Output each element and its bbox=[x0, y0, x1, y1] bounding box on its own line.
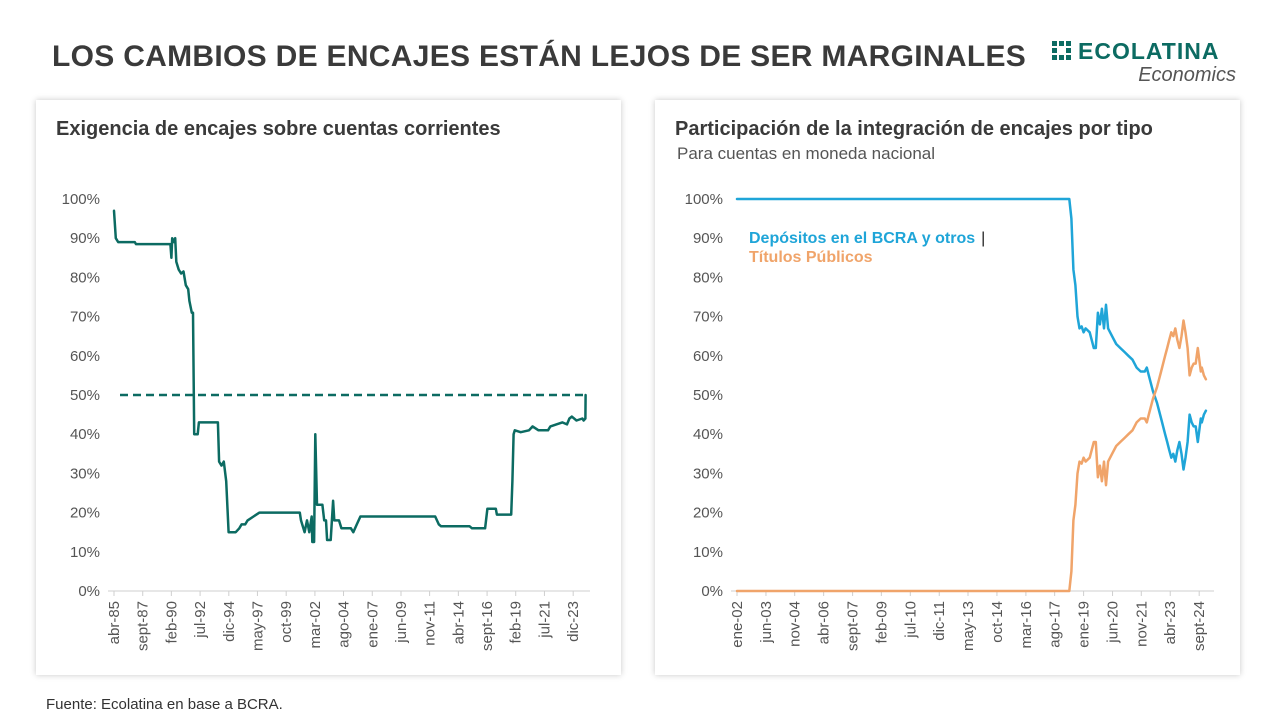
y-tick-label: 20% bbox=[693, 505, 723, 522]
y-tick-label: 50% bbox=[693, 387, 723, 404]
x-tick-label: nov-11 bbox=[422, 601, 439, 646]
x-tick-label: feb-09 bbox=[873, 601, 890, 644]
x-tick-label: may-97 bbox=[249, 601, 266, 651]
chart-subtitle: Para cuentas en moneda nacional bbox=[677, 144, 936, 163]
x-tick-label: abr-85 bbox=[106, 601, 123, 644]
y-tick-label: 100% bbox=[62, 191, 100, 208]
chart-panel-integration-share: 0% 10% 20% 30% 40% 50% 60% 70% 80% 90% 100% ene-02 j… bbox=[655, 100, 1240, 675]
x-tick-label: dic-23 bbox=[565, 601, 582, 642]
x-tick-label: jul-10 bbox=[902, 601, 919, 639]
y-tick-label: 60% bbox=[693, 348, 723, 365]
logo-grid-icon bbox=[1052, 41, 1072, 61]
x-tick-label: nov-21 bbox=[1133, 601, 1150, 647]
y-tick-label: 70% bbox=[70, 309, 100, 326]
y-tick-label: 90% bbox=[70, 230, 100, 247]
ecolatina-logo: ECOLATINA Economics bbox=[1050, 38, 1240, 88]
y-tick-label: 50% bbox=[70, 387, 100, 404]
legend-label-titulos: Títulos Públicos bbox=[749, 249, 873, 266]
logo-subtitle: Economics bbox=[1138, 64, 1236, 86]
x-tick-label: jul-21 bbox=[536, 601, 553, 639]
y-tick-label: 30% bbox=[70, 465, 100, 482]
x-tick-label: ene-02 bbox=[729, 601, 746, 648]
y-tick-label: 0% bbox=[78, 583, 100, 600]
y-tick-label: 80% bbox=[70, 269, 100, 286]
series-line-1 bbox=[112, 209, 587, 544]
logo-name: ECOLATINA bbox=[1078, 38, 1220, 64]
y-tick-label: 20% bbox=[70, 505, 100, 522]
page-title: LOS CAMBIOS DE ENCAJES ESTÁN LEJOS DE SE… bbox=[52, 40, 1027, 73]
chart-title: Participación de la integración de encaj… bbox=[675, 118, 1153, 140]
y-tick-label: 80% bbox=[693, 269, 723, 286]
y-tick-label: 60% bbox=[70, 348, 100, 365]
x-tick-label: sept-87 bbox=[135, 601, 152, 651]
series-line-1 bbox=[735, 197, 1208, 471]
chart-svg-right: 0% 10% 20% 30% 40% 50% 60% 70% 80% 90% 100% ene-02 j… bbox=[685, 191, 1214, 651]
y-tick-label: 40% bbox=[70, 426, 100, 443]
chart-svg-left: 0% 10% 20% 30% 40% 50% 60% 70% 80% 90% 100% abr-85 s… bbox=[62, 191, 590, 651]
x-tick-label: ago-04 bbox=[336, 601, 353, 648]
x-tick-label: sept-16 bbox=[479, 601, 496, 651]
y-tick-label: 90% bbox=[693, 230, 723, 247]
x-tick-label: abr-23 bbox=[1162, 601, 1179, 644]
x-tick-label: ene-19 bbox=[1076, 601, 1093, 648]
x-tick-label: ago-17 bbox=[1047, 601, 1064, 648]
x-tick-label: jul-92 bbox=[192, 601, 209, 639]
x-tick-label: abr-06 bbox=[816, 601, 833, 644]
x-tick-label: oct-14 bbox=[989, 601, 1006, 643]
x-tick-label: abr-14 bbox=[450, 601, 467, 644]
x-tick-label: sept-07 bbox=[845, 601, 862, 651]
x-tick-label: mar-16 bbox=[1018, 601, 1035, 649]
x-tick-label: oct-99 bbox=[278, 601, 295, 643]
legend-separator: | bbox=[981, 230, 985, 247]
legend-label-depositos: Depósitos en el BCRA y otros bbox=[749, 230, 975, 247]
x-tick-label: feb-90 bbox=[163, 601, 180, 644]
y-tick-label: 30% bbox=[693, 465, 723, 482]
chart-title: Exigencia de encajes sobre cuentas corri… bbox=[56, 118, 501, 140]
x-tick-label: jun-09 bbox=[393, 601, 410, 644]
y-tick-label: 10% bbox=[70, 544, 100, 561]
series-line-2 bbox=[735, 319, 1208, 593]
source-note: Fuente: Ecolatina en base a BCRA. bbox=[46, 696, 283, 713]
y-tick-label: 10% bbox=[693, 544, 723, 561]
x-tick-label: dic-94 bbox=[221, 601, 238, 642]
x-tick-label: jun-03 bbox=[758, 601, 775, 644]
y-tick-label: 40% bbox=[693, 426, 723, 443]
y-tick-label: 70% bbox=[693, 309, 723, 326]
x-tick-label: sept-24 bbox=[1191, 601, 1208, 651]
y-tick-label: 0% bbox=[701, 583, 723, 600]
x-tick-label: ene-07 bbox=[364, 601, 381, 648]
x-tick-label: dic-11 bbox=[931, 601, 948, 641]
x-tick-label: mar-02 bbox=[307, 601, 324, 649]
y-tick-label: 100% bbox=[685, 191, 723, 208]
x-tick-label: jun-20 bbox=[1105, 601, 1122, 644]
x-tick-label: nov-04 bbox=[787, 601, 804, 647]
chart-panel-reserve-requirement: 0% 10% 20% 30% 40% 50% 60% 70% 80% 90% 100% abr-85 s… bbox=[36, 100, 621, 675]
x-tick-label: feb-19 bbox=[508, 601, 525, 644]
x-tick-label: may-13 bbox=[960, 601, 977, 651]
